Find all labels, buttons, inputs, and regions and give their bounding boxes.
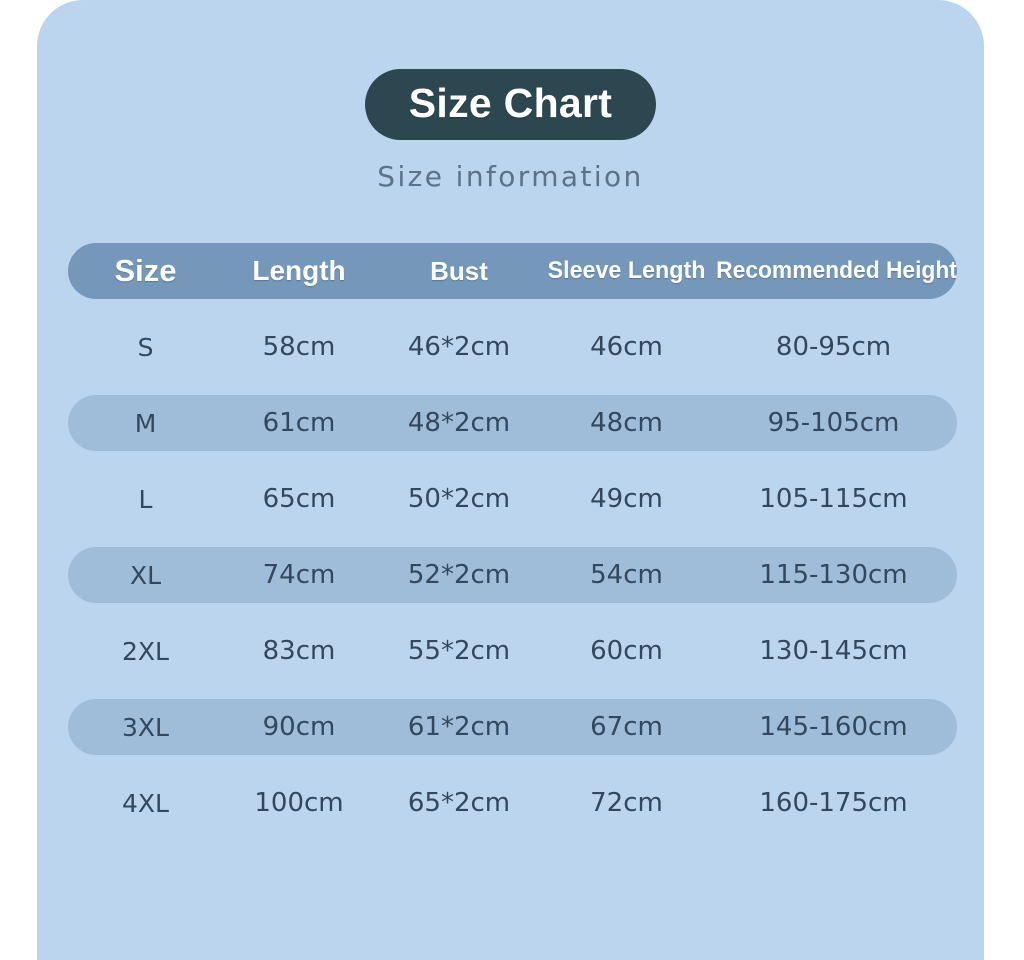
cell-bust: 48*2cm <box>407 408 511 438</box>
cell-bust: 52*2cm <box>407 560 511 590</box>
table-row: M 61cm 48*2cm 48cm 95-105cm <box>68 395 957 451</box>
size-chart-panel: Size Chart Size information Size Length … <box>37 0 984 960</box>
cell-bust: 46*2cm <box>407 332 511 362</box>
cell-recommended-height: 160-175cm <box>759 788 908 818</box>
cell-bust: 55*2cm <box>407 636 511 666</box>
table-row: XL 74cm 52*2cm 54cm 115-130cm <box>68 547 957 603</box>
cell-recommended-height: 95-105cm <box>767 408 900 438</box>
cell-sleeve-length: 46cm <box>590 332 663 362</box>
cell-sleeve-length: 54cm <box>590 560 663 590</box>
cell-recommended-height: 130-145cm <box>759 636 908 666</box>
cell-bust: 61*2cm <box>407 712 511 742</box>
cell-recommended-height: 80-95cm <box>775 332 892 362</box>
table-row: S 58cm 46*2cm 46cm 80-95cm <box>68 319 957 375</box>
table-row: 2XL 83cm 55*2cm 60cm 130-145cm <box>68 623 957 679</box>
cell-length: 58cm <box>262 332 336 362</box>
page-title: Size Chart <box>364 69 657 141</box>
cell-bust: 65*2cm <box>407 788 511 818</box>
table-row: 3XL 90cm 61*2cm 67cm 145-160cm <box>68 699 957 755</box>
cell-sleeve-length: 72cm <box>590 788 663 818</box>
cell-sleeve-length: 60cm <box>590 636 663 666</box>
title-block: Size Chart <box>37 69 984 141</box>
table-row: 4XL 100cm 65*2cm 72cm 160-175cm <box>68 775 957 831</box>
cell-length: 83cm <box>262 636 336 666</box>
cell-length: 74cm <box>262 560 336 590</box>
cell-size: XL <box>129 560 162 590</box>
column-header-size: Size <box>114 253 177 288</box>
column-header-sleeve-length: Sleeve Length <box>547 257 706 284</box>
column-header-length: Length <box>252 255 346 286</box>
cell-sleeve-length: 49cm <box>590 484 663 514</box>
page-subtitle: Size information <box>377 160 644 193</box>
cell-recommended-height: 105-115cm <box>759 484 908 514</box>
cell-length: 61cm <box>262 408 336 438</box>
cell-bust: 50*2cm <box>407 484 511 514</box>
cell-length: 65cm <box>262 484 336 514</box>
cell-size: S <box>137 332 154 362</box>
cell-size: 4XL <box>122 788 169 818</box>
table-row: L 65cm 50*2cm 49cm 105-115cm <box>68 471 957 527</box>
cell-size: 3XL <box>122 712 169 742</box>
column-header-bust: Bust <box>430 255 488 286</box>
cell-recommended-height: 115-130cm <box>759 560 908 590</box>
cell-recommended-height: 145-160cm <box>759 712 908 742</box>
cell-length: 90cm <box>262 712 336 742</box>
table-header-row: Size Length Bust Sleeve Length Recommend… <box>68 243 957 299</box>
cell-length: 100cm <box>254 788 344 818</box>
cell-sleeve-length: 67cm <box>590 712 663 742</box>
size-table: Size Length Bust Sleeve Length Recommend… <box>68 243 957 831</box>
cell-size: 2XL <box>122 636 169 666</box>
cell-size: L <box>138 484 153 514</box>
cell-size: M <box>134 408 157 438</box>
cell-sleeve-length: 48cm <box>590 408 663 438</box>
column-header-recommended-height: Recommended Height <box>716 257 957 284</box>
